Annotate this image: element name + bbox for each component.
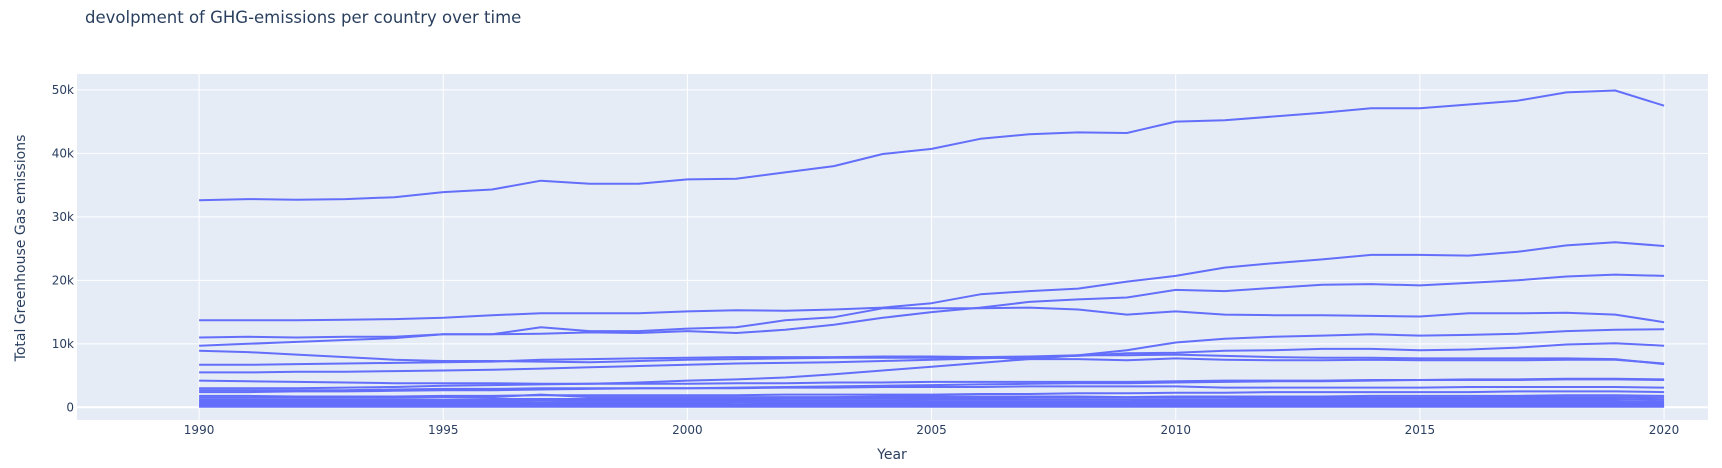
series-line-6[interactable]: [199, 355, 1665, 366]
series-line-17[interactable]: [199, 401, 1665, 405]
series-line-12[interactable]: [199, 390, 1665, 398]
x-tick-label: 1990: [184, 423, 215, 437]
x-tick-label: 2000: [672, 423, 703, 437]
series-lines: [199, 89, 1665, 408]
series-line-7[interactable]: [199, 342, 1665, 374]
x-tick-labels: 1990 1995 2000 2005 2010 2015 2020: [184, 423, 1680, 437]
series-line-9[interactable]: [199, 328, 1665, 390]
series-line-15[interactable]: [199, 398, 1665, 402]
x-tick-label: 2020: [1649, 423, 1680, 437]
series-line-5[interactable]: [199, 349, 1665, 366]
y-tick-labels: 0 10k 20k 30k 40k 50k: [52, 83, 74, 414]
x-tick-label: 2015: [1405, 423, 1436, 437]
y-axis-label: Total Greenhouse Gas emissions: [13, 135, 29, 363]
series-line-10[interactable]: [199, 385, 1665, 392]
y-tick-label: 30k: [52, 210, 74, 224]
y-tick-label: 0: [66, 400, 74, 414]
plot-area: [77, 74, 1708, 420]
y-tick-label: 40k: [52, 146, 74, 160]
x-axis-label: Year: [876, 447, 907, 463]
series-line-16[interactable]: [199, 400, 1665, 404]
x-tick-label: 1995: [428, 423, 459, 437]
series-line-14[interactable]: [199, 396, 1665, 401]
y-tick-label: 50k: [52, 83, 74, 97]
y-tick-label: 10k: [52, 337, 74, 351]
series-line-2[interactable]: [199, 241, 1665, 322]
series-line-11[interactable]: [199, 378, 1665, 394]
x-tick-label: 2005: [916, 423, 947, 437]
series-line-1[interactable]: [199, 89, 1665, 202]
series-line-4[interactable]: [199, 306, 1665, 339]
y-tick-label: 20k: [52, 273, 74, 287]
x-gridlines: [198, 74, 1665, 420]
chart-title: devolpment of GHG-emissions per country …: [85, 8, 522, 27]
x-tick-label: 2010: [1160, 423, 1191, 437]
series-line-13[interactable]: [199, 393, 1665, 399]
